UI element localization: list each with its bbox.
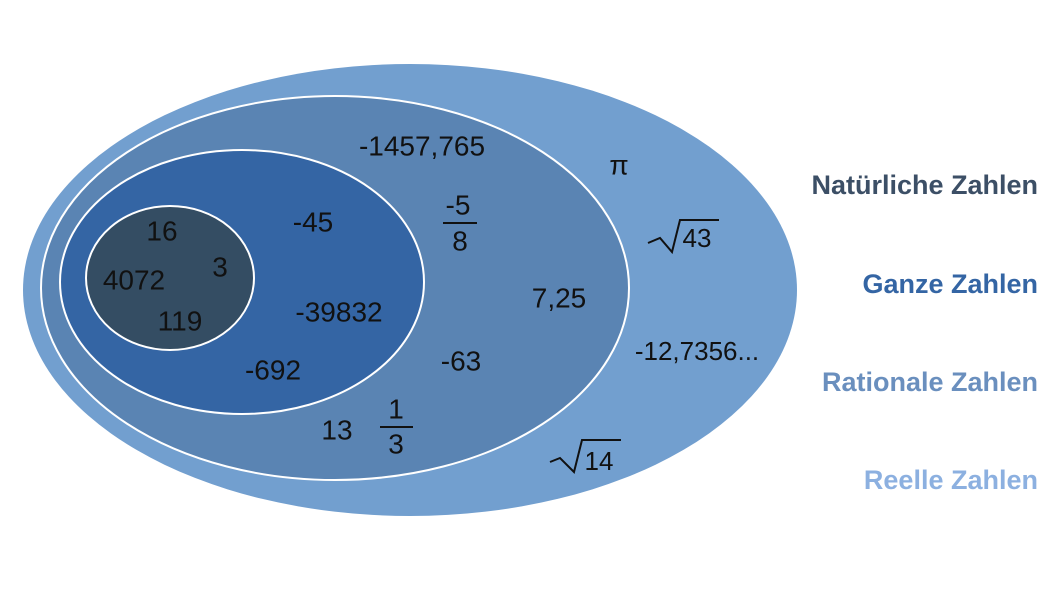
number: -45 — [293, 207, 333, 238]
radicand: 43 — [683, 223, 712, 253]
number: 16 — [146, 216, 177, 247]
legend-label: Rationale Zahlen — [822, 367, 1038, 397]
number: -39832 — [295, 297, 382, 328]
number: 119 — [158, 306, 203, 337]
numerator: 1 — [388, 394, 404, 425]
number: 4072 — [103, 265, 165, 296]
denominator: 8 — [452, 226, 468, 257]
radicand: 14 — [585, 446, 614, 476]
number: -1457,765 — [359, 131, 485, 162]
denominator: 3 — [388, 429, 404, 460]
legend-label: Reelle Zahlen — [864, 465, 1038, 495]
number: 13 — [321, 415, 352, 446]
number: -63 — [441, 346, 481, 377]
number: -692 — [245, 355, 301, 386]
number: π — [609, 150, 628, 181]
number: 7,25 — [532, 283, 587, 314]
number: -12,7356... — [635, 336, 759, 366]
legend-label: Ganze Zahlen — [862, 269, 1038, 299]
natural-set — [85, 205, 255, 351]
number: 3 — [212, 252, 228, 283]
root-sign — [549, 439, 621, 474]
numerator: -5 — [446, 190, 471, 221]
legend-label: Natürliche Zahlen — [811, 170, 1038, 200]
root-sign — [647, 219, 719, 255]
